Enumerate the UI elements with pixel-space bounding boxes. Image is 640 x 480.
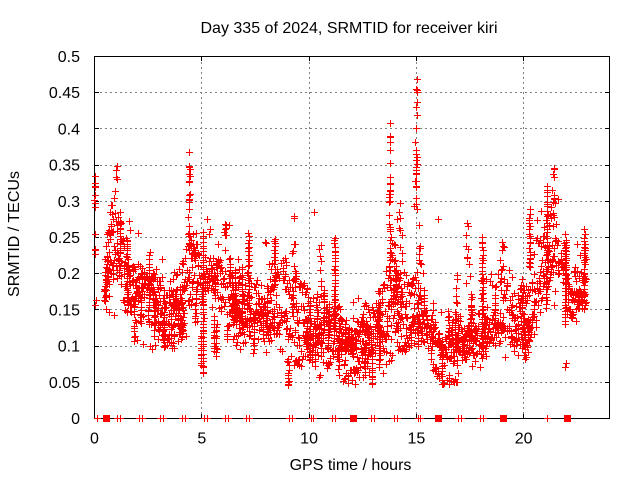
svg-text:15: 15 [407, 431, 425, 448]
svg-text:0.25: 0.25 [49, 230, 80, 247]
svg-text:0.1: 0.1 [58, 339, 80, 356]
svg-text:0.5: 0.5 [58, 49, 80, 66]
svg-text:0.3: 0.3 [58, 194, 80, 211]
svg-text:0.05: 0.05 [49, 375, 80, 392]
svg-text:0.35: 0.35 [49, 158, 80, 175]
svg-text:Day 335 of 2024, SRMTID for re: Day 335 of 2024, SRMTID for receiver kir… [201, 20, 498, 37]
svg-text:0: 0 [71, 411, 80, 428]
svg-text:0.2: 0.2 [58, 266, 80, 283]
svg-text:SRMTID / TECUs: SRMTID / TECUs [6, 171, 23, 297]
svg-text:10: 10 [300, 431, 318, 448]
svg-text:0.45: 0.45 [49, 85, 80, 102]
svg-text:20: 20 [515, 431, 533, 448]
svg-text:0.15: 0.15 [49, 302, 80, 319]
svg-text:0: 0 [90, 431, 99, 448]
svg-text:0.4: 0.4 [58, 121, 80, 138]
svg-text:5: 5 [197, 431, 206, 448]
svg-text:GPS time / hours: GPS time / hours [290, 457, 412, 474]
